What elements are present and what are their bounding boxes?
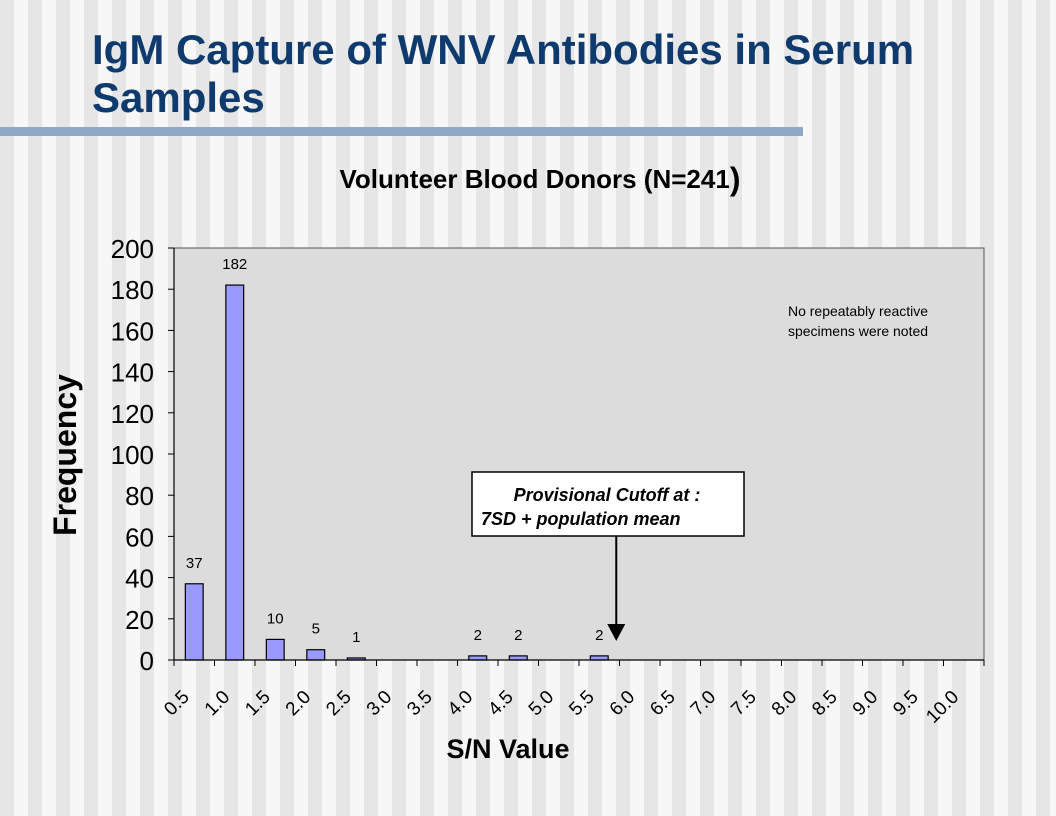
- chart-title-text: Volunteer Blood Donors (N=241: [340, 164, 730, 194]
- x-tick-label: 1.0: [201, 687, 235, 721]
- x-tick-label: 10.0: [922, 687, 963, 728]
- y-tick-label: 180: [111, 275, 154, 305]
- data-label: 10: [267, 610, 284, 627]
- y-tick-label: 100: [111, 440, 154, 470]
- y-tick-label: 80: [125, 481, 154, 511]
- bar-2.0: [306, 649, 326, 661]
- x-tick-label: 3.0: [363, 687, 397, 721]
- y-tick-label: 200: [111, 234, 154, 264]
- x-tick-label: 6.0: [606, 687, 640, 721]
- x-axis-label: S/N Value: [446, 734, 569, 764]
- bar-1.5: [265, 638, 285, 661]
- data-label: 2: [474, 627, 482, 644]
- x-tick-label: 7.0: [687, 687, 721, 721]
- y-tick-label: 40: [125, 564, 154, 594]
- x-tick-label: 7.5: [727, 687, 761, 721]
- note-text: specimens were noted: [788, 323, 928, 339]
- x-tick-label: 4.5: [484, 687, 518, 721]
- x-tick-label: 5.5: [565, 687, 599, 721]
- data-label: 2: [595, 627, 603, 644]
- y-tick-label: 0: [140, 646, 154, 676]
- x-tick-label: 2.5: [322, 687, 356, 721]
- x-tick-label: 0.5: [160, 687, 194, 721]
- bar-5.5: [589, 655, 609, 661]
- data-label: 2: [514, 627, 522, 644]
- cutoff-box-line: 7SD + population mean: [481, 509, 681, 529]
- y-tick-label: 140: [111, 358, 154, 388]
- slide-title: IgM Capture of WNV Antibodies in Serum S…: [92, 26, 915, 121]
- x-tick-label: 4.0: [444, 687, 478, 721]
- bar-0.5: [184, 583, 204, 661]
- data-label: 182: [222, 256, 247, 273]
- y-tick-label: 20: [125, 605, 154, 635]
- note-text: No repeatably reactive: [788, 303, 928, 319]
- cutoff-box-line: Provisional Cutoff at :: [514, 485, 701, 505]
- x-tick-label: 1.5: [241, 687, 275, 721]
- bar-4.0: [468, 655, 488, 661]
- x-tick-label: 6.5: [646, 687, 680, 721]
- annotations-layer: No repeatably reactive specimens were not…: [471, 303, 928, 641]
- bar-1.0: [225, 284, 245, 661]
- cutoff-box: [471, 471, 745, 537]
- x-tick-label: 5.0: [525, 687, 559, 721]
- x-tick-label: 8.5: [808, 687, 842, 721]
- plot-area: [173, 247, 985, 661]
- data-label: 1: [352, 629, 360, 646]
- x-tick-label: 2.0: [282, 687, 316, 721]
- x-tick-label: 9.5: [889, 687, 923, 721]
- y-axis-label: Frequency: [47, 374, 83, 536]
- x-tick-label: 9.0: [849, 687, 883, 721]
- chart-title-paren: ): [730, 161, 741, 197]
- y-tick-label: 160: [111, 316, 154, 346]
- title-rule: [0, 127, 803, 136]
- chart-title: Volunteer Blood Donors (N=241): [340, 161, 741, 197]
- data-label: 37: [186, 555, 203, 572]
- x-tick-label: 3.5: [403, 687, 437, 721]
- bar-4.5: [508, 655, 528, 661]
- cutoff-arrow-head: [607, 624, 626, 641]
- data-label: 5: [312, 621, 320, 638]
- y-tick-label: 60: [125, 522, 154, 552]
- y-tick-label: 120: [111, 399, 154, 429]
- x-tick-label: 8.0: [768, 687, 802, 721]
